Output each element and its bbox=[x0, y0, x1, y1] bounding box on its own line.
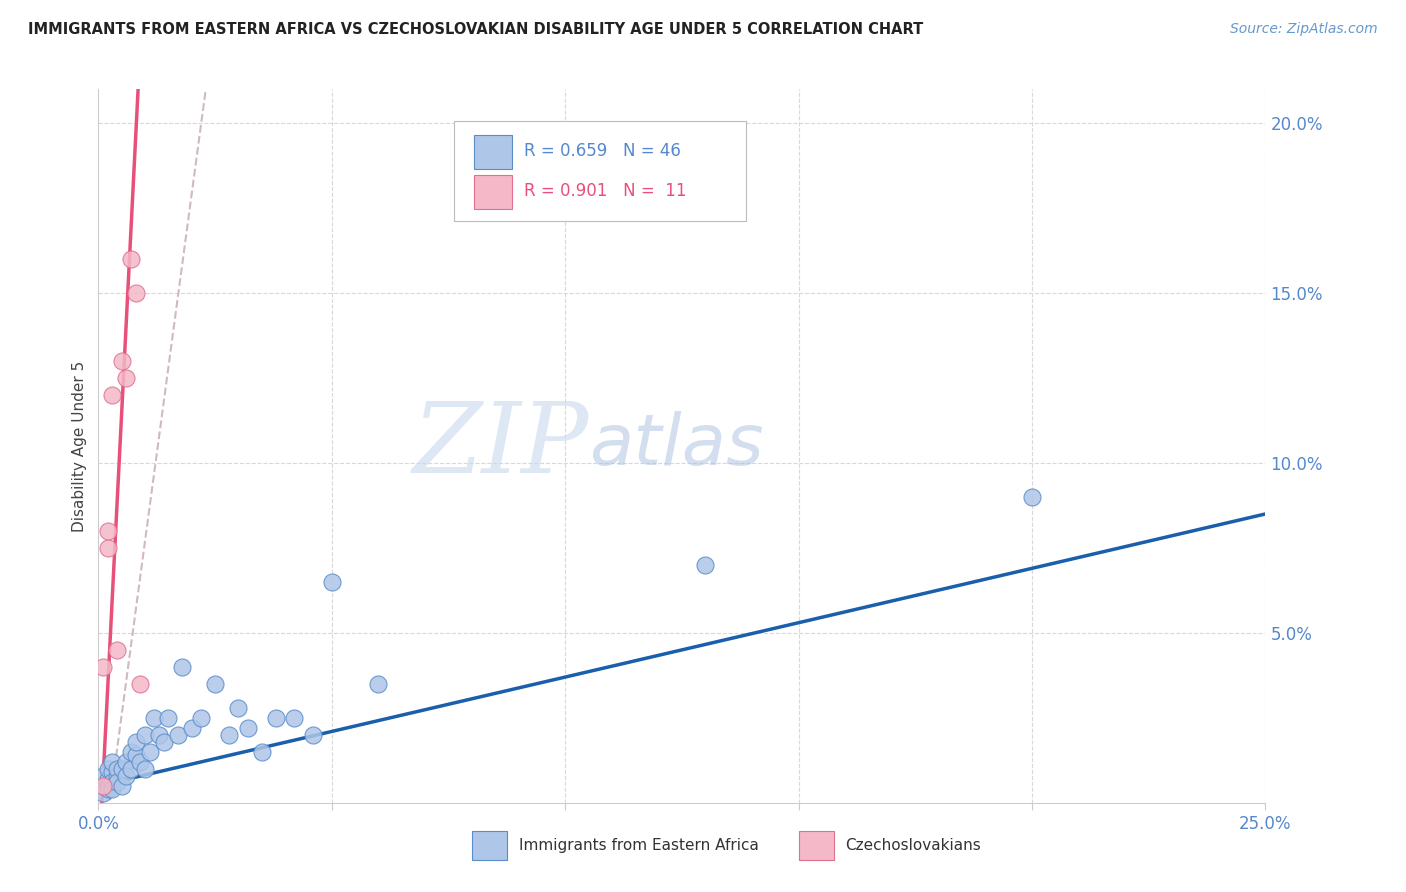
Point bbox=[134, 728, 156, 742]
Point bbox=[250, 745, 273, 759]
Point bbox=[120, 745, 142, 759]
Point bbox=[105, 775, 128, 789]
Point bbox=[236, 721, 259, 735]
Point bbox=[91, 779, 114, 793]
Point bbox=[101, 388, 124, 402]
Point bbox=[134, 762, 156, 776]
Text: Immigrants from Eastern Africa: Immigrants from Eastern Africa bbox=[519, 838, 758, 853]
Point bbox=[91, 779, 114, 793]
Point bbox=[152, 734, 174, 748]
Point bbox=[91, 786, 114, 800]
Point bbox=[105, 769, 128, 783]
Point bbox=[111, 779, 134, 793]
FancyBboxPatch shape bbox=[454, 121, 747, 221]
Point bbox=[115, 755, 138, 769]
Point bbox=[283, 711, 305, 725]
Point bbox=[204, 677, 226, 691]
Text: R = 0.659   N = 46: R = 0.659 N = 46 bbox=[524, 143, 682, 161]
Text: ZIP: ZIP bbox=[412, 399, 589, 493]
Point bbox=[97, 772, 120, 786]
Point bbox=[111, 354, 134, 368]
Point bbox=[157, 711, 180, 725]
FancyBboxPatch shape bbox=[472, 831, 506, 860]
Point bbox=[105, 643, 128, 657]
Point bbox=[97, 779, 120, 793]
Point bbox=[148, 728, 170, 742]
Text: R = 0.901   N =  11: R = 0.901 N = 11 bbox=[524, 182, 688, 200]
Point bbox=[101, 782, 124, 797]
Point bbox=[101, 765, 124, 780]
Point bbox=[129, 755, 152, 769]
Point bbox=[166, 728, 188, 742]
Text: atlas: atlas bbox=[589, 411, 763, 481]
Point bbox=[97, 782, 120, 797]
Point bbox=[97, 541, 120, 555]
Point bbox=[97, 762, 120, 776]
Point bbox=[139, 745, 162, 759]
Point bbox=[111, 762, 134, 776]
Point bbox=[143, 711, 166, 725]
Point bbox=[115, 769, 138, 783]
Point bbox=[218, 728, 240, 742]
FancyBboxPatch shape bbox=[474, 135, 512, 169]
Point bbox=[302, 728, 325, 742]
Point bbox=[91, 660, 114, 674]
Point bbox=[125, 734, 148, 748]
Point bbox=[97, 524, 120, 538]
Point bbox=[125, 748, 148, 763]
Point bbox=[101, 775, 124, 789]
Point bbox=[115, 371, 138, 385]
FancyBboxPatch shape bbox=[474, 175, 512, 209]
Point bbox=[264, 711, 287, 725]
Point bbox=[101, 755, 124, 769]
Y-axis label: Disability Age Under 5: Disability Age Under 5 bbox=[72, 360, 87, 532]
Text: Czechoslovakians: Czechoslovakians bbox=[845, 838, 981, 853]
Point bbox=[172, 660, 194, 674]
FancyBboxPatch shape bbox=[799, 831, 834, 860]
Text: Source: ZipAtlas.com: Source: ZipAtlas.com bbox=[1230, 22, 1378, 37]
Point bbox=[1021, 490, 1043, 504]
Point bbox=[228, 700, 250, 714]
Point bbox=[321, 574, 343, 589]
Point bbox=[190, 711, 212, 725]
Point bbox=[125, 286, 148, 301]
Text: IMMIGRANTS FROM EASTERN AFRICA VS CZECHOSLOVAKIAN DISABILITY AGE UNDER 5 CORRELA: IMMIGRANTS FROM EASTERN AFRICA VS CZECHO… bbox=[28, 22, 924, 37]
Point bbox=[120, 762, 142, 776]
Point bbox=[129, 677, 152, 691]
Point bbox=[91, 769, 114, 783]
Point bbox=[120, 252, 142, 266]
Point bbox=[105, 762, 128, 776]
Point bbox=[180, 721, 202, 735]
Point bbox=[695, 558, 717, 572]
Point bbox=[367, 677, 389, 691]
